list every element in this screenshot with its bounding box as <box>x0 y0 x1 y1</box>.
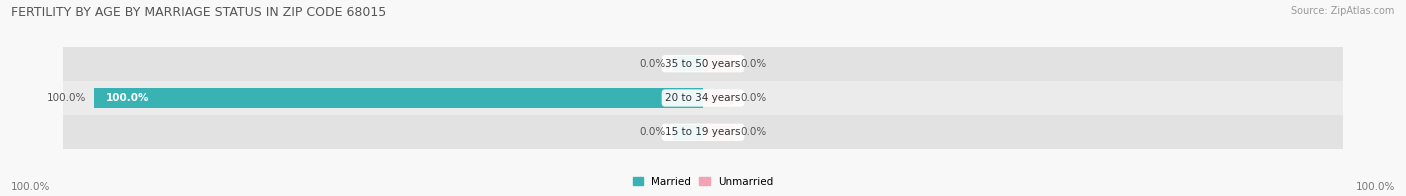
Text: 35 to 50 years: 35 to 50 years <box>665 59 741 69</box>
Text: FERTILITY BY AGE BY MARRIAGE STATUS IN ZIP CODE 68015: FERTILITY BY AGE BY MARRIAGE STATUS IN Z… <box>11 6 387 19</box>
Text: Source: ZipAtlas.com: Source: ZipAtlas.com <box>1291 6 1395 16</box>
Text: 100.0%: 100.0% <box>1355 182 1395 192</box>
Bar <box>672 91 703 105</box>
Bar <box>672 56 703 71</box>
Bar <box>94 88 703 108</box>
Text: 20 to 34 years: 20 to 34 years <box>665 93 741 103</box>
Text: 0.0%: 0.0% <box>638 127 665 137</box>
Text: 0.0%: 0.0% <box>741 59 768 69</box>
Text: 0.0%: 0.0% <box>638 59 665 69</box>
Text: 100.0%: 100.0% <box>105 93 149 103</box>
Text: 100.0%: 100.0% <box>46 93 86 103</box>
Legend: Married, Unmarried: Married, Unmarried <box>628 172 778 191</box>
Text: 100.0%: 100.0% <box>11 182 51 192</box>
Bar <box>63 47 1343 81</box>
Bar <box>703 91 734 105</box>
Text: 0.0%: 0.0% <box>741 93 768 103</box>
Bar <box>672 125 703 140</box>
Text: 0.0%: 0.0% <box>741 127 768 137</box>
Text: 15 to 19 years: 15 to 19 years <box>665 127 741 137</box>
Bar <box>703 56 734 71</box>
Bar <box>63 81 1343 115</box>
Bar <box>703 125 734 140</box>
Bar <box>63 115 1343 150</box>
